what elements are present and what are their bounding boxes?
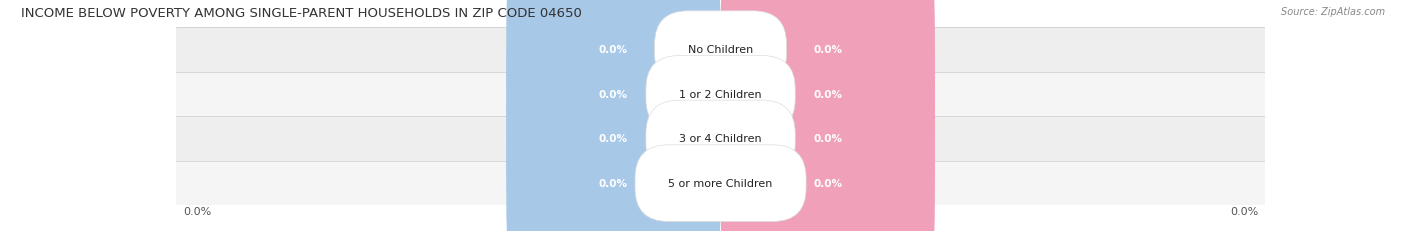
Text: 0.0%: 0.0%	[813, 45, 842, 55]
FancyBboxPatch shape	[506, 38, 721, 231]
Text: 0.0%: 0.0%	[813, 178, 842, 188]
Text: 0.0%: 0.0%	[599, 134, 628, 144]
FancyBboxPatch shape	[506, 83, 721, 231]
FancyBboxPatch shape	[506, 0, 721, 195]
Bar	[176, 117, 1265, 161]
FancyBboxPatch shape	[721, 0, 935, 195]
Bar	[176, 72, 1265, 117]
Text: 3 or 4 Children: 3 or 4 Children	[679, 134, 762, 144]
Text: 5 or more Children: 5 or more Children	[668, 178, 773, 188]
Bar	[176, 161, 1265, 206]
Text: 0.0%: 0.0%	[599, 89, 628, 99]
Text: 0.0%: 0.0%	[813, 134, 842, 144]
Text: 0.0%: 0.0%	[183, 207, 211, 216]
FancyBboxPatch shape	[721, 38, 935, 231]
Text: 0.0%: 0.0%	[1230, 207, 1258, 216]
Text: INCOME BELOW POVERTY AMONG SINGLE-PARENT HOUSEHOLDS IN ZIP CODE 04650: INCOME BELOW POVERTY AMONG SINGLE-PARENT…	[21, 7, 582, 20]
Text: Source: ZipAtlas.com: Source: ZipAtlas.com	[1281, 7, 1385, 17]
Text: 1 or 2 Children: 1 or 2 Children	[679, 89, 762, 99]
Text: No Children: No Children	[688, 45, 754, 55]
Bar	[176, 28, 1265, 72]
FancyBboxPatch shape	[721, 0, 935, 150]
FancyBboxPatch shape	[721, 83, 935, 231]
FancyBboxPatch shape	[506, 0, 721, 150]
Text: 0.0%: 0.0%	[599, 45, 628, 55]
Text: 0.0%: 0.0%	[599, 178, 628, 188]
Text: 0.0%: 0.0%	[813, 89, 842, 99]
